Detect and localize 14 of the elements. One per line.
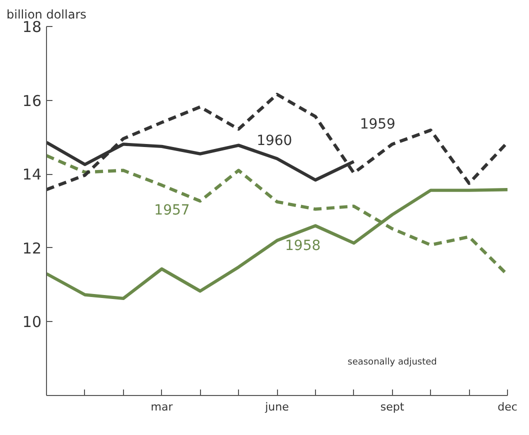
x-tick-label: sept bbox=[380, 400, 405, 414]
x-tick-label: dec bbox=[498, 400, 518, 414]
series-label: 1959 bbox=[360, 116, 396, 132]
y-tick-label: 16 bbox=[22, 92, 42, 110]
series-label: 1958 bbox=[285, 238, 321, 254]
y-tick-label: 10 bbox=[22, 313, 42, 332]
y-tick-label: 14 bbox=[22, 166, 42, 184]
series-label: 1960 bbox=[256, 132, 292, 149]
annotation: seasonally adjusted bbox=[348, 358, 437, 368]
x-tick-label: june bbox=[264, 400, 290, 414]
series-label: 1957 bbox=[154, 202, 190, 219]
line-series bbox=[46, 92, 508, 192]
y-tick-label: 12 bbox=[22, 239, 42, 258]
x-tick-label: mar bbox=[150, 400, 174, 414]
